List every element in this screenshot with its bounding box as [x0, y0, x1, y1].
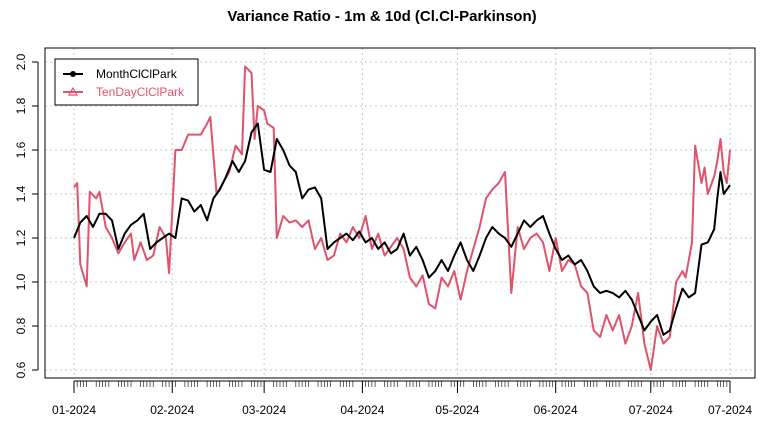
x-tick-label: 07-2024 [629, 403, 673, 417]
grid-layer [45, 48, 755, 378]
y-axis: 0.6 0.8 1.0 1.2 1.4 1.6 1.8 2.0 [14, 53, 39, 378]
y-tick-label: 1.6 [14, 141, 28, 158]
series-line-month [73, 122, 731, 336]
y-tick-label: 1.2 [14, 229, 28, 246]
x-axis: 01-2024 02-2024 03-2024 04-2024 05-2024 06-20… [52, 380, 752, 417]
y-tick-label: 2.0 [14, 53, 28, 70]
x-tick-label: 04-2024 [340, 403, 384, 417]
legend-month-label: MonthClClPark [96, 67, 178, 81]
x-tick-label: 01-2024 [52, 403, 96, 417]
y-tick-label: 0.8 [14, 317, 28, 334]
x-tick-label: 03-2024 [242, 403, 286, 417]
y-tick-label: 1.8 [14, 97, 28, 114]
series-layer [73, 65, 731, 371]
plot-border [44, 47, 756, 379]
y-tick-label: 0.6 [14, 361, 28, 378]
legend: MonthClClPark TenDayClClPark [54, 58, 199, 106]
legend-tenday-label: TenDayClClPark [96, 85, 185, 99]
chart-title: Variance Ratio - 1m & 10d (Cl.Cl-Parkins… [227, 8, 536, 25]
x-tick-label: 05-2024 [435, 403, 479, 417]
legend-month-marker [70, 71, 76, 77]
x-tick-label: 06-2024 [534, 403, 578, 417]
legend-box [54, 58, 199, 106]
series-line-tenday [73, 65, 731, 371]
y-tick-label: 1.0 [14, 273, 28, 290]
x-tick-label: 07-2024 [708, 403, 752, 417]
y-tick-label: 1.4 [14, 185, 28, 202]
x-tick-label: 02-2024 [150, 403, 194, 417]
legend-tenday-marker [67, 86, 79, 96]
